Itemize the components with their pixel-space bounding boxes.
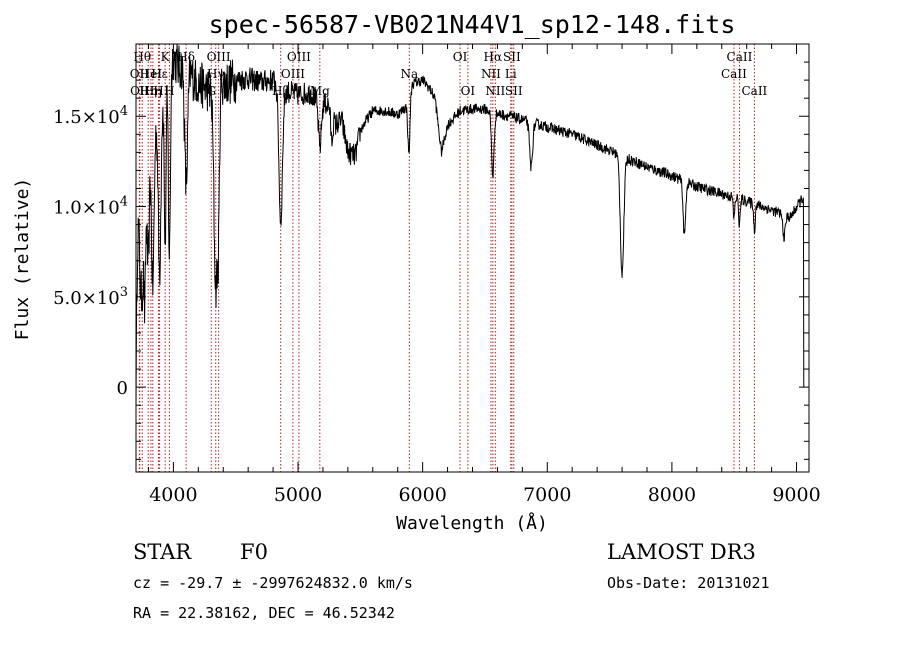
x-axis-ticks: 4000 5000 6000 7000 8000 9000 (147, 44, 821, 506)
line-label-OIII: OIII (207, 50, 231, 64)
x-tick-label: 6000 (398, 484, 446, 506)
obs-date-readout: Obs-Date: 20131021 (607, 574, 770, 592)
line-label-Hη: Hη (144, 84, 162, 98)
x-tick-label: 4000 (149, 484, 197, 506)
object-subclass: F0 (240, 540, 268, 564)
line-label-OI: OI (453, 50, 468, 64)
line-label-OI: OI (461, 84, 476, 98)
line-label-Li: Li (505, 67, 517, 81)
y-tick-label: 1.0×104 (53, 195, 128, 219)
survey-name: LAMOST DR3 (607, 540, 756, 564)
line-label-OIII: OIII (287, 50, 311, 64)
x-tick-label: 9000 (772, 484, 820, 506)
line-label-Hθ: Hθ (133, 50, 151, 64)
line-label-K: K (161, 50, 171, 64)
spectrum-series-line (135, 44, 805, 407)
line-label-SII: SII (505, 84, 523, 98)
line-label-H: H (164, 84, 174, 98)
spectral-line-labels: OIIOIIHθHηHeIHηHHεKHHδGHγOIIIHβOIIIOIIIM… (130, 50, 768, 98)
line-label-CaII: CaII (727, 50, 753, 64)
line-label-NII: NII (485, 84, 505, 98)
object-class: STAR (133, 540, 192, 564)
x-axis-label: Wavelength (Å) (396, 512, 548, 534)
line-label-Mg: Mg (310, 84, 330, 98)
y-tick-label: 5.0×103 (53, 285, 128, 309)
line-label-SII: SII (503, 50, 521, 64)
line-label-Hα: Hα (484, 50, 503, 64)
y-tick-label: 0 (117, 378, 128, 399)
line-label-Hη: Hη (139, 84, 157, 98)
line-label-H: H (153, 84, 163, 98)
line-label-Na: Na (400, 67, 418, 81)
line-label-OII: OII (130, 84, 150, 98)
line-label-OII: OII (130, 67, 150, 81)
line-label-CaII: CaII (721, 67, 747, 81)
line-label-CaII: CaII (741, 84, 767, 98)
chart-title: spec-56587-VB021N44V1_sp12-148.fits (209, 10, 736, 39)
y-tick-label: 1.5×104 (53, 104, 128, 128)
coordinates-readout: RA = 22.38162, DEC = 46.52342 (133, 604, 395, 622)
line-label-HeI: HeI (140, 67, 163, 81)
line-label-Hε: Hε (151, 67, 168, 81)
plot-frame (135, 43, 810, 473)
x-tick-label: 5000 (274, 484, 322, 506)
y-axis-ticks: 0 5.0×103 1.0×104 1.5×104 (53, 61, 809, 460)
x-tick-label: 7000 (523, 484, 571, 506)
redshift-readout: cz = -29.7 ± -2997624832.0 km/s (133, 574, 413, 592)
line-label-OIII: OIII (281, 67, 305, 81)
x-tick-label: 8000 (648, 484, 696, 506)
spectral-line-markers (138, 44, 755, 472)
line-label-Hγ: Hγ (207, 67, 225, 81)
line-label-NII: NII (481, 67, 501, 81)
y-axis-label: Flux (relative) (12, 178, 33, 341)
